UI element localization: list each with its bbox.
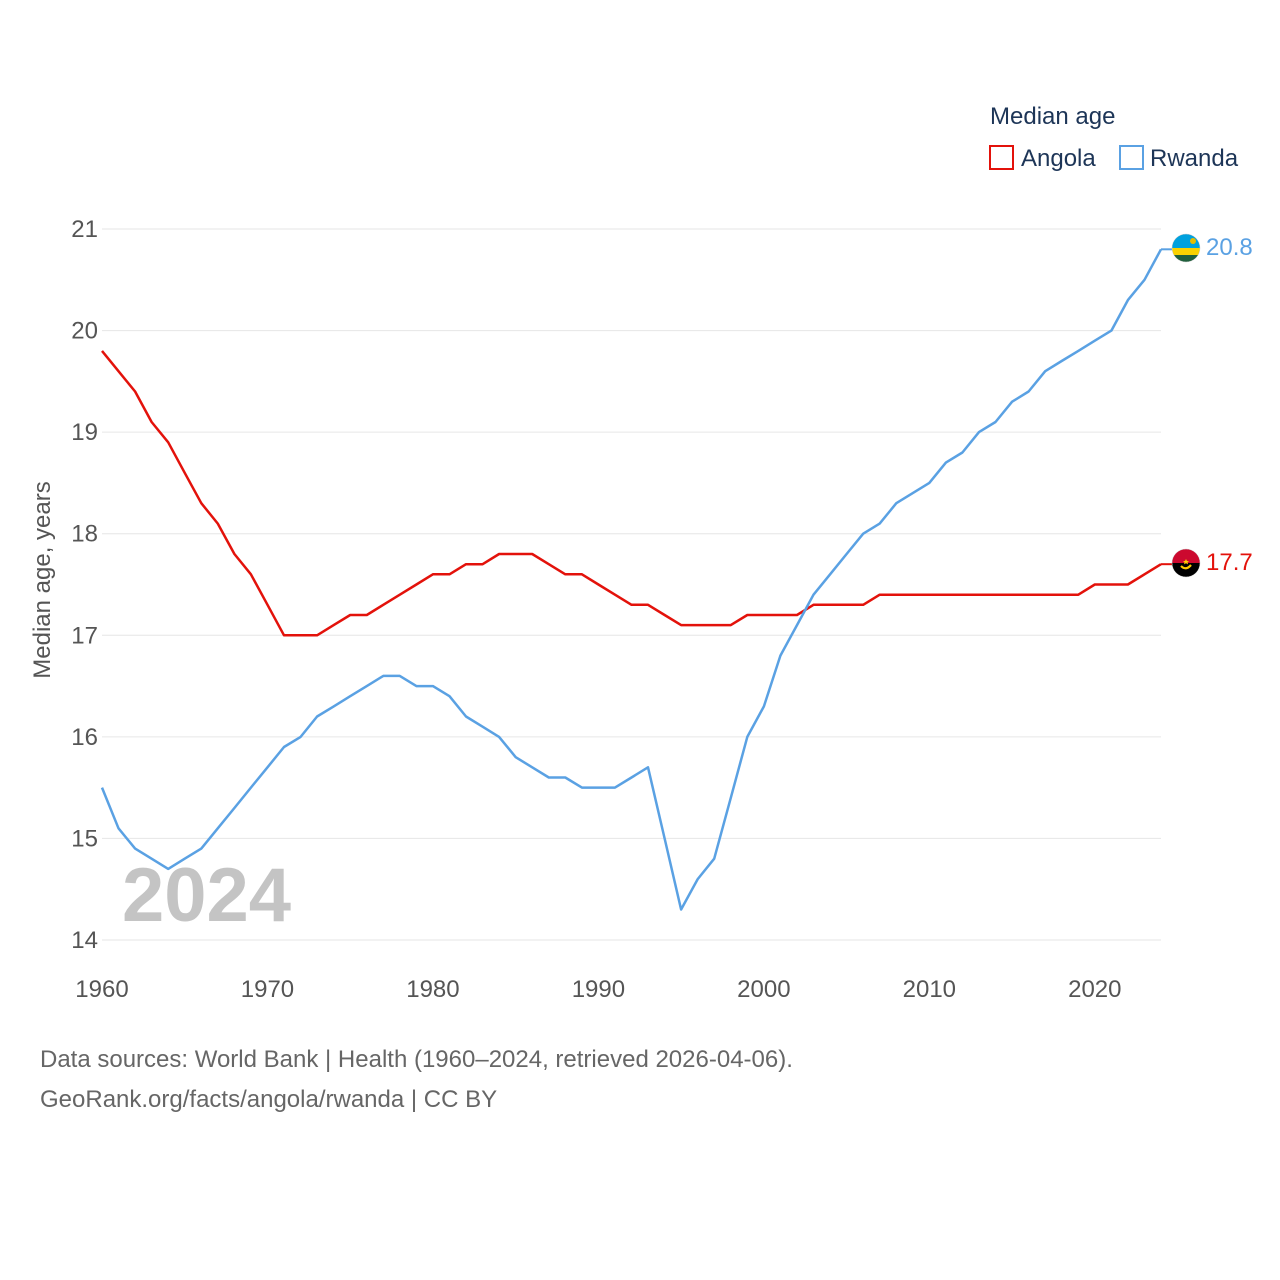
y-tick-label: 15 [71, 825, 98, 852]
x-axis-ticks: 1960 1970 1980 1990 2000 2010 2020 [75, 976, 1121, 1003]
x-tick-label: 2010 [903, 976, 956, 1003]
rwanda-flag-icon [1172, 234, 1200, 262]
series-line-angola[interactable] [101, 350, 1162, 637]
y-tick-label: 14 [71, 927, 98, 954]
legend-swatch-rwanda [1119, 145, 1144, 170]
series-line-rwanda[interactable] [100, 248, 1163, 911]
current-year-watermark: 2024 [122, 853, 291, 938]
gridlines [102, 228, 1161, 941]
data-source-line: Data sources: World Bank | Health (1960–… [40, 1046, 793, 1073]
legend-item-angola[interactable]: Angola [989, 145, 1096, 172]
credit-line[interactable]: GeoRank.org/facts/angola/rwanda | CC BY [40, 1086, 498, 1113]
y-tick-label: 18 [71, 521, 98, 548]
legend-item-rwanda[interactable]: Rwanda [1119, 145, 1239, 172]
legend-label-angola: Angola [1021, 145, 1096, 172]
legend-label-rwanda: Rwanda [1150, 145, 1239, 172]
legend-swatch-angola [989, 145, 1014, 170]
x-tick-label: 1990 [572, 976, 625, 1003]
y-tick-label: 16 [71, 724, 98, 751]
y-axis-ticks: 14 15 16 17 18 19 20 21 [71, 216, 98, 954]
legend-title: Median age [990, 103, 1115, 130]
x-tick-label: 1970 [241, 976, 294, 1003]
y-axis-title: Median age, years [29, 481, 56, 678]
x-tick-label: 1960 [75, 976, 128, 1003]
y-tick-label: 17 [71, 622, 98, 649]
y-tick-label: 19 [71, 419, 98, 446]
y-tick-label: 20 [71, 318, 98, 345]
source-note: Data sources: World Bank | Health (1960–… [40, 1040, 793, 1120]
x-tick-label: 1980 [406, 976, 459, 1003]
angola-flag-icon [1172, 549, 1200, 577]
end-value-label-angola: 17.7 [1206, 549, 1253, 576]
y-tick-label: 21 [71, 216, 98, 243]
x-tick-label: 2020 [1068, 976, 1121, 1003]
end-value-label-rwanda: 20.8 [1206, 234, 1253, 261]
x-tick-label: 2000 [737, 976, 790, 1003]
